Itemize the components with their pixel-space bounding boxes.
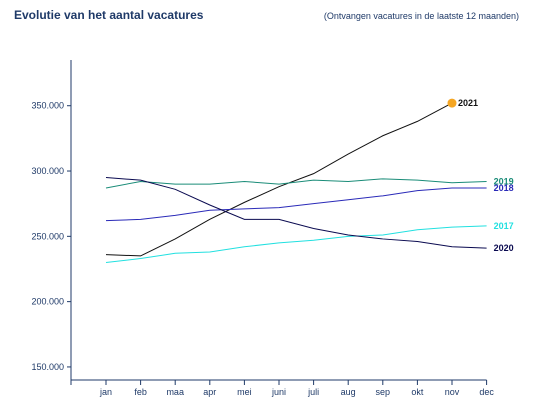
- series-end-marker-2021: [447, 98, 457, 108]
- series-label-2021: 2021: [458, 98, 478, 108]
- x-tick-label: apr: [203, 387, 216, 397]
- x-tick-label: dec: [479, 387, 494, 397]
- x-tick-label: juli: [307, 387, 319, 397]
- series-group: [105, 98, 487, 263]
- y-tick-label: 250.000: [31, 231, 64, 241]
- x-tick-label: nov: [445, 387, 460, 397]
- x-tick-label: juni: [271, 387, 286, 397]
- chart-title: Evolutie van het aantal vacatures: [14, 8, 204, 22]
- y-tick-label: 200.000: [31, 297, 64, 307]
- x-tick-label: aug: [341, 387, 356, 397]
- series-label-2018: 2018: [494, 183, 514, 193]
- series-label-2017: 2017: [494, 221, 514, 231]
- axes: 150.000 200.000 250.000 300.000 350.000 jan fe…: [31, 60, 494, 397]
- series-line-2021: [105, 102, 453, 257]
- series-label-2020: 2020: [494, 243, 514, 253]
- series-line-2017: [105, 225, 487, 263]
- x-tick-label: mei: [237, 387, 252, 397]
- x-tick-label: feb: [134, 387, 147, 397]
- x-tick-label: jan: [99, 387, 112, 397]
- y-tick-label: 150.000: [31, 362, 64, 372]
- y-tick-label: 300.000: [31, 166, 64, 176]
- series-line-2019: [105, 178, 487, 189]
- series-line-2020: [105, 177, 487, 249]
- x-tick-label: sep: [376, 387, 391, 397]
- y-tick-label: 350.000: [31, 101, 64, 111]
- chart-subtitle: (Ontvangen vacatures in de laatste 12 ma…: [323, 11, 519, 21]
- x-tick-label: okt: [411, 387, 424, 397]
- series-label-2019: 2019: [494, 176, 514, 186]
- x-tick-label: maa: [166, 387, 184, 397]
- series-line-2018: [105, 187, 487, 222]
